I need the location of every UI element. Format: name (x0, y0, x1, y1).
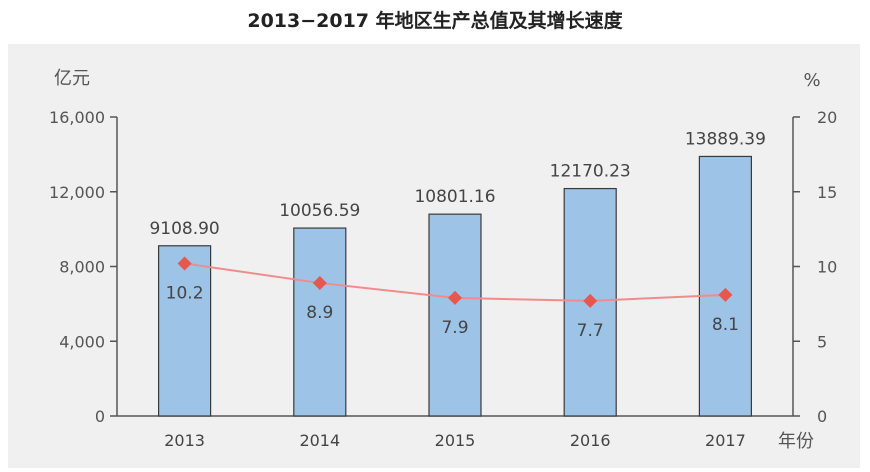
x-tick-label: 2015 (435, 431, 476, 450)
y-right-tick-label: 20 (817, 108, 837, 127)
y-right-tick-label: 5 (817, 332, 827, 351)
chart-title: 2013−2017 年地区生产总值及其增长速度 (247, 10, 623, 32)
growth-value-label: 8.9 (306, 303, 333, 323)
bar-value-label: 13889.39 (685, 129, 766, 149)
bar-value-label: 10056.59 (279, 201, 360, 221)
y-left-tick-label: 8,000 (59, 258, 105, 277)
bar-value-label: 12170.23 (550, 162, 631, 182)
growth-point (448, 290, 462, 305)
growth-value-label: 7.7 (577, 321, 604, 341)
bar (293, 227, 347, 417)
growth-value-label: 8.1 (712, 315, 739, 335)
bar (428, 213, 482, 417)
growth-point (718, 287, 733, 302)
y-left-tick-label: 4,000 (59, 332, 105, 351)
y-right-tick-label: 15 (817, 183, 837, 202)
growth-value-label: 7.9 (441, 318, 468, 338)
growth-point (177, 256, 192, 271)
x-tick-label: 2016 (570, 431, 611, 450)
y-left-tick-label: 0 (95, 407, 105, 426)
growth-point (583, 293, 598, 308)
y-right-tick-label: 0 (817, 407, 827, 426)
bar-value-label: 10801.16 (414, 187, 495, 207)
y-right-tick-label: 10 (817, 258, 837, 277)
growth-point (312, 275, 327, 290)
x-tick-label: 2017 (705, 431, 746, 450)
y-left-tick-label: 16,000 (49, 108, 105, 127)
y-right-axis-label: % (803, 70, 820, 91)
x-tick-label: 2013 (164, 431, 205, 450)
y-left-tick-label: 12,000 (49, 183, 105, 202)
bar (158, 245, 212, 417)
y-left-axis-label: 亿元 (54, 68, 90, 89)
x-tick-label: 2014 (299, 431, 340, 450)
growth-value-label: 10.2 (166, 284, 204, 304)
bar (698, 155, 753, 417)
x-axis-label: 年份 (778, 431, 814, 452)
bar-value-label: 9108.90 (149, 219, 219, 239)
